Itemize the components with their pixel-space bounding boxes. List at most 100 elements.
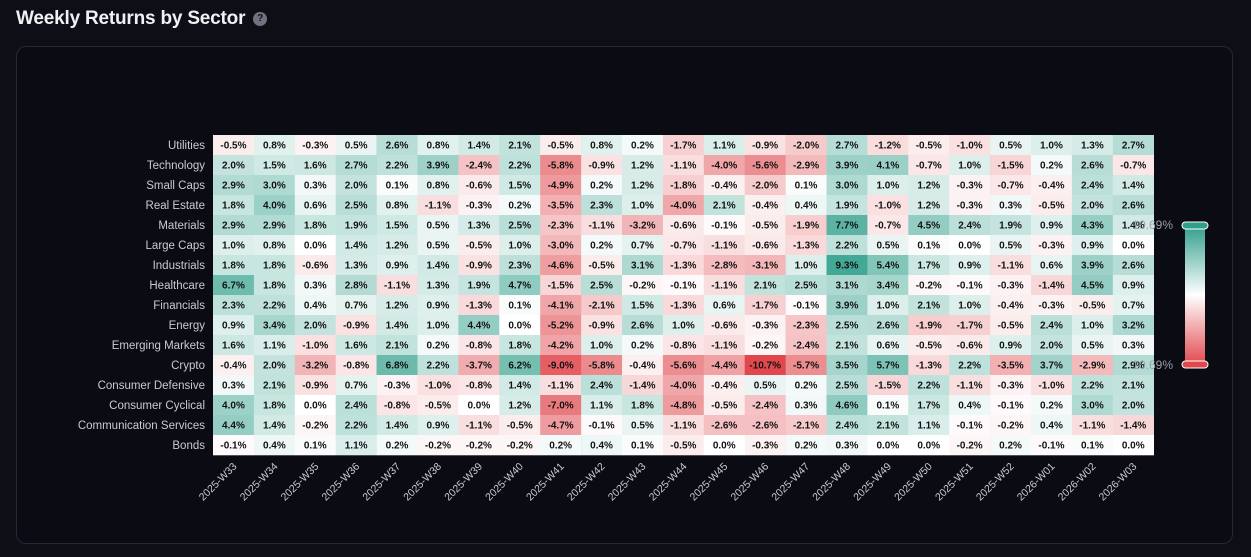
heatmap-cell[interactable] bbox=[622, 355, 664, 376]
heatmap-cell[interactable] bbox=[499, 155, 541, 176]
heatmap-cell[interactable] bbox=[581, 395, 623, 416]
heatmap-cell[interactable] bbox=[908, 395, 950, 416]
heatmap-cell[interactable] bbox=[540, 155, 582, 176]
heatmap-cell[interactable] bbox=[1112, 175, 1154, 196]
heatmap-cell[interactable] bbox=[540, 275, 582, 296]
heatmap-cell[interactable] bbox=[581, 415, 623, 436]
heatmap-cell[interactable] bbox=[1031, 395, 1073, 416]
heatmap-cell[interactable] bbox=[622, 335, 664, 356]
heatmap-cell[interactable] bbox=[990, 275, 1032, 296]
heatmap-cell[interactable] bbox=[1031, 255, 1073, 276]
heatmap-cell[interactable] bbox=[990, 255, 1032, 276]
heatmap-cell[interactable] bbox=[581, 435, 623, 456]
heatmap-cell[interactable] bbox=[294, 215, 336, 236]
heatmap-cell[interactable] bbox=[335, 275, 377, 296]
heatmap-cell[interactable] bbox=[908, 255, 950, 276]
heatmap-cell[interactable] bbox=[1112, 135, 1154, 156]
heatmap-cell[interactable] bbox=[499, 415, 541, 436]
heatmap-cell[interactable] bbox=[581, 215, 623, 236]
heatmap-cell[interactable] bbox=[703, 315, 745, 336]
heatmap-cell[interactable] bbox=[908, 195, 950, 216]
heatmap-cell[interactable] bbox=[540, 255, 582, 276]
heatmap-cell[interactable] bbox=[581, 295, 623, 316]
heatmap-cell[interactable] bbox=[458, 275, 500, 296]
heatmap-cell[interactable] bbox=[1071, 275, 1114, 296]
heatmap-cell[interactable] bbox=[826, 175, 868, 196]
heatmap-cell[interactable] bbox=[826, 195, 868, 216]
heatmap-cell[interactable] bbox=[662, 155, 705, 176]
heatmap-cell[interactable] bbox=[213, 275, 255, 296]
heatmap-cell[interactable] bbox=[867, 235, 909, 256]
heatmap-cell[interactable] bbox=[785, 235, 827, 256]
heatmap-cell[interactable] bbox=[458, 195, 500, 216]
heatmap-cell[interactable] bbox=[867, 255, 909, 276]
heatmap-cell[interactable] bbox=[499, 295, 541, 316]
heatmap-cell[interactable] bbox=[949, 255, 991, 276]
heatmap-cell[interactable] bbox=[703, 415, 745, 436]
heatmap-cell[interactable] bbox=[949, 135, 991, 156]
heatmap-cell[interactable] bbox=[294, 435, 336, 456]
heatmap-cell[interactable] bbox=[417, 135, 459, 156]
heatmap-cell[interactable] bbox=[703, 335, 745, 356]
heatmap-cell[interactable] bbox=[499, 335, 541, 356]
heatmap-cell[interactable] bbox=[622, 435, 664, 456]
heatmap-cell[interactable] bbox=[622, 155, 664, 176]
heatmap-cell[interactable] bbox=[213, 135, 255, 156]
heatmap-cell[interactable] bbox=[1031, 175, 1073, 196]
heatmap-cell[interactable] bbox=[213, 315, 255, 336]
heatmap-cell[interactable] bbox=[540, 315, 582, 336]
heatmap-cell[interactable] bbox=[540, 175, 582, 196]
heatmap-cell[interactable] bbox=[826, 275, 868, 296]
heatmap-cell[interactable] bbox=[826, 435, 868, 456]
heatmap-cell[interactable] bbox=[703, 295, 745, 316]
heatmap-cell[interactable] bbox=[376, 155, 418, 176]
heatmap-cell[interactable] bbox=[867, 415, 909, 436]
heatmap-cell[interactable] bbox=[867, 395, 909, 416]
heatmap-cell[interactable] bbox=[458, 355, 500, 376]
heatmap-cell[interactable] bbox=[294, 355, 336, 376]
heatmap-cell[interactable] bbox=[703, 255, 745, 276]
heatmap-cell[interactable] bbox=[908, 355, 950, 376]
heatmap-cell[interactable] bbox=[253, 175, 296, 196]
heatmap-cell[interactable] bbox=[990, 155, 1032, 176]
heatmap-cell[interactable] bbox=[1031, 315, 1073, 336]
heatmap-cell[interactable] bbox=[990, 355, 1032, 376]
heatmap-cell[interactable] bbox=[213, 215, 255, 236]
heatmap-cell[interactable] bbox=[1071, 175, 1114, 196]
heatmap-cell[interactable] bbox=[785, 255, 827, 276]
heatmap-cell[interactable] bbox=[1071, 335, 1114, 356]
heatmap-cell[interactable] bbox=[417, 195, 459, 216]
legend-min-handle[interactable] bbox=[1181, 360, 1209, 369]
heatmap-cell[interactable] bbox=[662, 135, 705, 156]
heatmap-cell[interactable] bbox=[622, 135, 664, 156]
heatmap-cell[interactable] bbox=[417, 275, 459, 296]
heatmap-cell[interactable] bbox=[867, 295, 909, 316]
heatmap-cell[interactable] bbox=[662, 255, 705, 276]
heatmap-cell[interactable] bbox=[1071, 355, 1114, 376]
heatmap-cell[interactable] bbox=[867, 375, 909, 396]
heatmap-cell[interactable] bbox=[990, 395, 1032, 416]
heatmap-cell[interactable] bbox=[1031, 335, 1073, 356]
heatmap-cell[interactable] bbox=[622, 315, 664, 336]
heatmap-cell[interactable] bbox=[744, 275, 786, 296]
heatmap-cell[interactable] bbox=[744, 295, 786, 316]
heatmap-cell[interactable] bbox=[376, 375, 418, 396]
heatmap-cell[interactable] bbox=[253, 435, 296, 456]
heatmap-cell[interactable] bbox=[990, 435, 1032, 456]
heatmap-cell[interactable] bbox=[1112, 255, 1154, 276]
heatmap-cell[interactable] bbox=[417, 255, 459, 276]
heatmap-cell[interactable] bbox=[1112, 195, 1154, 216]
heatmap-cell[interactable] bbox=[908, 435, 950, 456]
heatmap-cell[interactable] bbox=[908, 135, 950, 156]
heatmap-cell[interactable] bbox=[499, 195, 541, 216]
heatmap-cell[interactable] bbox=[458, 215, 500, 236]
heatmap-cell[interactable] bbox=[499, 255, 541, 276]
heatmap-cell[interactable] bbox=[662, 415, 705, 436]
heatmap-cell[interactable] bbox=[908, 175, 950, 196]
heatmap-cell[interactable] bbox=[826, 255, 868, 276]
heatmap-cell[interactable] bbox=[785, 375, 827, 396]
heatmap-cell[interactable] bbox=[417, 155, 459, 176]
heatmap-cell[interactable] bbox=[703, 375, 745, 396]
heatmap-cell[interactable] bbox=[826, 155, 868, 176]
heatmap-cell[interactable] bbox=[213, 195, 255, 216]
